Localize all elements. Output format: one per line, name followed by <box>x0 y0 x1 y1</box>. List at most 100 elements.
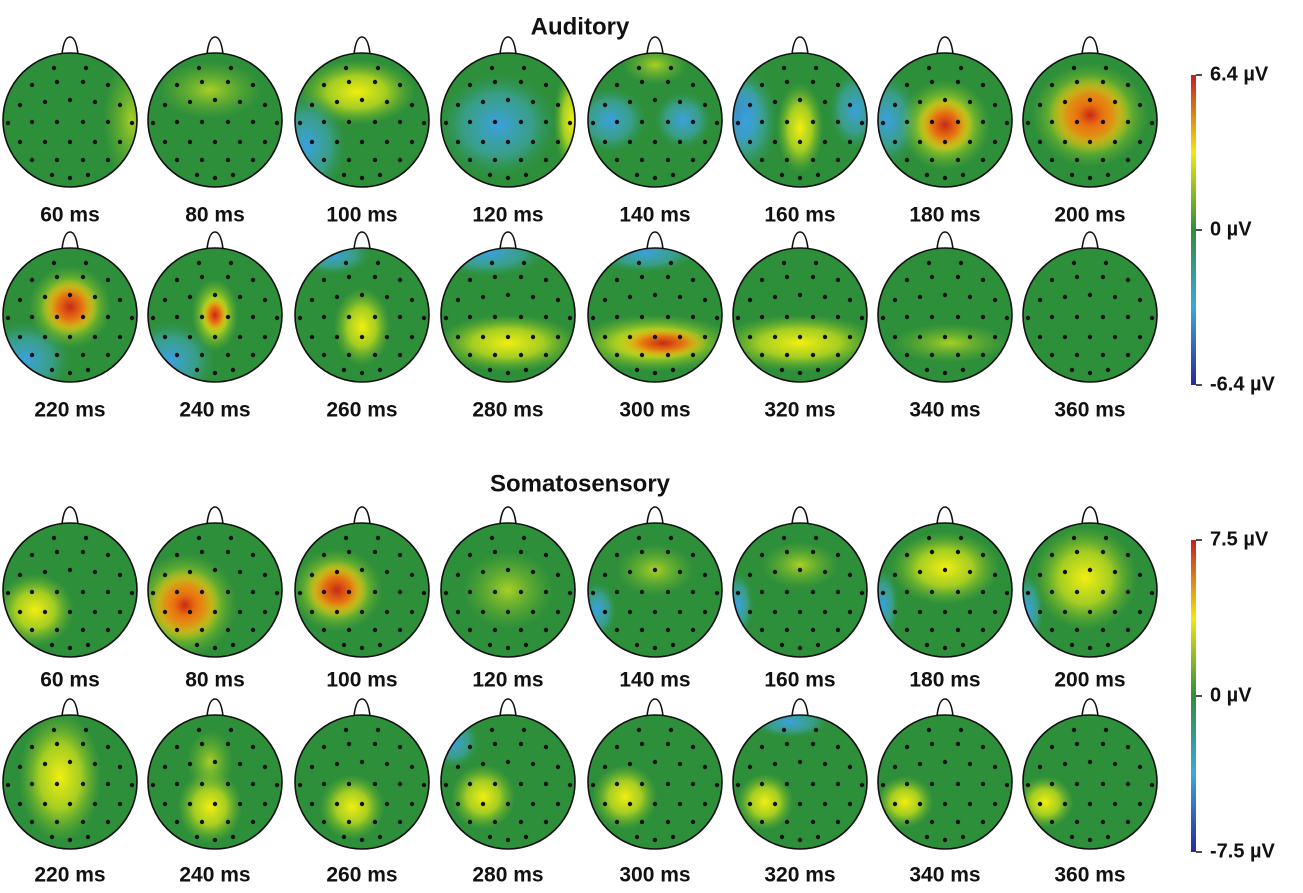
electrode <box>1103 535 1109 541</box>
electrode <box>677 609 683 615</box>
electrode <box>555 297 561 303</box>
electrode <box>42 139 48 145</box>
electrode <box>639 157 645 163</box>
electrode <box>212 334 218 340</box>
head-outline <box>587 714 723 850</box>
electrode <box>614 627 620 633</box>
electrode <box>992 609 998 615</box>
electrode <box>194 834 200 840</box>
electrode <box>810 549 816 555</box>
head-outline <box>587 247 723 383</box>
electrode <box>309 334 315 340</box>
electrode <box>397 627 403 633</box>
electrode <box>174 157 180 163</box>
electrode <box>639 589 645 595</box>
electrode <box>772 139 778 145</box>
electrode <box>543 552 549 558</box>
electrode <box>1100 119 1106 125</box>
electrode <box>880 120 886 126</box>
electrode <box>309 139 315 145</box>
activity-blob <box>878 568 899 642</box>
electrode <box>334 609 340 615</box>
electrode <box>942 567 948 573</box>
electrode <box>162 102 168 108</box>
electrode <box>652 334 658 340</box>
electrode <box>602 297 608 303</box>
electrode <box>67 97 73 103</box>
electrode <box>892 764 898 770</box>
electrode <box>665 274 671 280</box>
head-outline <box>294 52 430 188</box>
electrode <box>262 801 268 807</box>
electrode <box>668 260 674 266</box>
electrode <box>1105 642 1111 648</box>
head-outline <box>2 714 138 850</box>
electrode <box>29 157 35 163</box>
electrode <box>1071 727 1077 733</box>
electrode <box>1049 781 1055 787</box>
electrode <box>1004 590 1010 596</box>
electrode <box>309 801 315 807</box>
electrode <box>980 627 986 633</box>
electrode <box>747 764 753 770</box>
head-outline <box>587 52 723 188</box>
activity-blob <box>1066 94 1114 136</box>
electrode <box>49 172 55 178</box>
electrode <box>665 549 671 555</box>
electrode <box>847 139 853 145</box>
map-label: 140 ms <box>619 669 690 692</box>
electrode <box>1049 819 1055 825</box>
electrode <box>492 589 498 595</box>
electrode <box>813 727 819 733</box>
electrode <box>917 99 923 105</box>
electrode <box>942 97 948 103</box>
electrode <box>714 315 720 321</box>
electrode <box>942 759 948 765</box>
electrode <box>92 139 98 145</box>
electrode <box>772 99 778 105</box>
electrode <box>942 139 948 145</box>
electrode <box>590 590 596 596</box>
electrode <box>859 315 865 321</box>
activity-blob <box>441 716 479 768</box>
electrode <box>1112 761 1118 767</box>
electrode <box>652 567 658 573</box>
electrode <box>83 260 89 266</box>
electrode <box>297 315 303 321</box>
electrode <box>917 801 923 807</box>
electrode <box>917 334 923 340</box>
electrode <box>309 102 315 108</box>
electrode <box>92 334 98 340</box>
electrode <box>83 535 89 541</box>
panel: Auditory 60 ms 80 ms 100 ms 120 ms 140 ms 160 … <box>2 13 1276 422</box>
electrode <box>929 627 935 633</box>
electrode <box>341 367 347 373</box>
electrode <box>421 782 427 788</box>
electrode <box>518 119 524 125</box>
panel-title: Somatosensory <box>490 470 671 497</box>
electrode <box>892 609 898 615</box>
electrode <box>904 819 910 825</box>
electrode <box>714 120 720 126</box>
electrode <box>421 120 427 126</box>
electrode <box>372 119 378 125</box>
electrode <box>690 781 696 787</box>
electrode <box>1037 609 1043 615</box>
electrode <box>237 139 243 145</box>
electrode <box>359 759 365 765</box>
activity <box>736 715 829 831</box>
electrode <box>714 590 720 596</box>
electrode <box>668 535 674 541</box>
electrode <box>980 352 986 358</box>
electrode <box>262 609 268 615</box>
nose <box>1081 698 1099 717</box>
electrode <box>162 334 168 340</box>
electrode <box>652 837 658 843</box>
electrode <box>784 352 790 358</box>
colorbar-label: 0 µV <box>1210 218 1252 240</box>
map-label: 320 ms <box>764 399 835 422</box>
head-outline <box>1022 52 1158 188</box>
electrode <box>199 119 205 125</box>
map-label: 260 ms <box>326 864 397 887</box>
electrode <box>346 157 352 163</box>
